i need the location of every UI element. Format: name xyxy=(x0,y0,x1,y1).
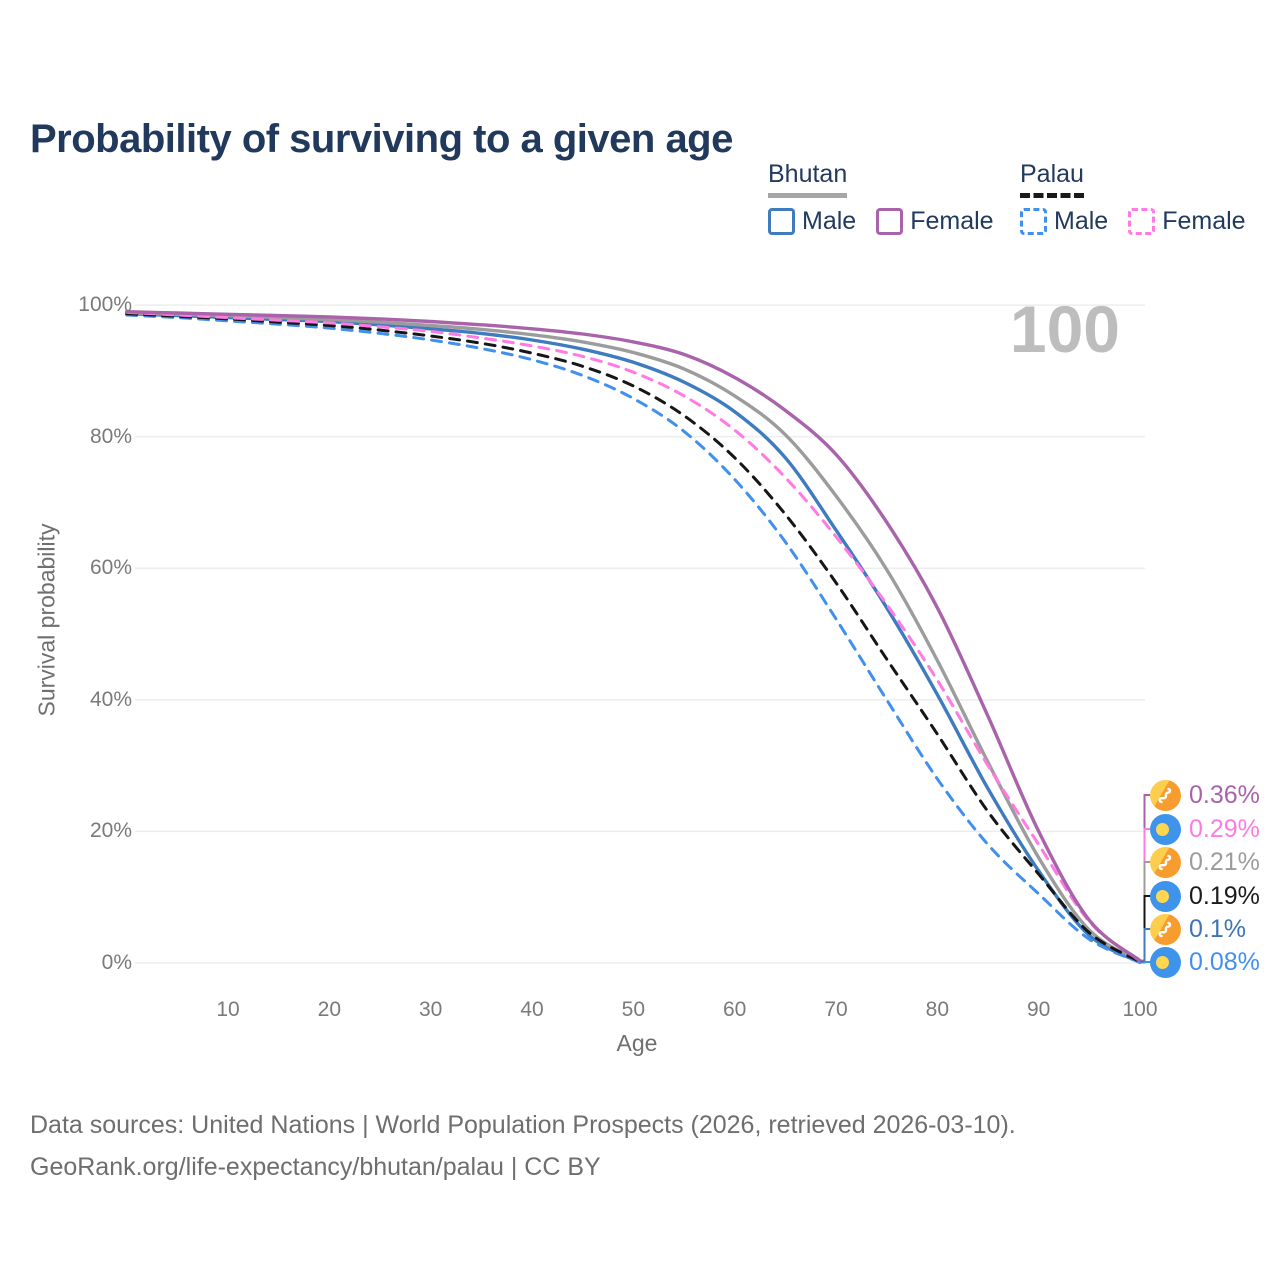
x-tick-90: 90 xyxy=(1026,998,1051,1021)
x-tick-50: 50 xyxy=(621,998,646,1021)
bhutan-flag-icon xyxy=(1150,913,1181,945)
x-tick-70: 70 xyxy=(824,998,848,1021)
end-label-row-bhutan-female: 0.36% xyxy=(1150,778,1260,812)
legend-label: Female xyxy=(910,207,994,235)
dragon-glyph xyxy=(1158,921,1172,937)
y-tick-20%: 20% xyxy=(89,819,132,843)
y-tick-40%: 40% xyxy=(89,687,132,711)
legend-items-bhutan: Male Female xyxy=(768,207,994,236)
end-label-row-bhutan-male: 0.1% xyxy=(1150,912,1246,946)
end-label-row-bhutan-all: 0.21% xyxy=(1150,845,1260,879)
survival-curve-palau-male[interactable] xyxy=(125,313,1142,964)
y-tick-100%: 100% xyxy=(78,293,132,317)
x-tick-40: 40 xyxy=(520,998,544,1021)
legend-swatch-bhutan-female xyxy=(876,208,904,235)
legend-label: Male xyxy=(1054,207,1109,235)
end-label-row-palau-male: 0.08% xyxy=(1150,945,1260,979)
legend-item-palau-male[interactable]: Male xyxy=(1020,207,1108,236)
end-label-value-palau-male: 0.08% xyxy=(1189,947,1260,976)
end-label-value-palau-female: 0.29% xyxy=(1189,814,1260,843)
y-tick-60%: 60% xyxy=(89,556,132,580)
legend-swatch-palau-male xyxy=(1020,208,1047,235)
page-title: Probability of surviving to a given age xyxy=(30,116,733,161)
end-label-leader-palau-male xyxy=(1140,961,1151,964)
legend-swatch-bhutan-male xyxy=(768,208,795,235)
legend-item-bhutan-female[interactable]: Female xyxy=(876,207,994,236)
legend-country-bhutan[interactable]: Bhutan xyxy=(768,160,848,198)
end-label-value-bhutan-all: 0.21% xyxy=(1189,847,1260,876)
y-tick-80%: 80% xyxy=(89,424,132,448)
legend-swatch-palau-female xyxy=(1128,208,1156,235)
legend-country-palau[interactable]: Palau xyxy=(1020,160,1084,198)
palau-flag-icon xyxy=(1150,946,1181,978)
survival-curve-bhutan-female[interactable] xyxy=(125,310,1142,963)
dragon-glyph xyxy=(1158,854,1172,870)
footer-attribution: GeoRank.org/life-expectancy/bhutan/palau… xyxy=(30,1153,601,1181)
legend-group-bhutan: Bhutan Male Female xyxy=(768,160,994,236)
end-label-value-palau-all: 0.19% xyxy=(1189,881,1260,910)
dragon-glyph xyxy=(1158,787,1172,803)
bhutan-flag-icon xyxy=(1150,779,1181,811)
palau-flag-icon xyxy=(1150,813,1181,845)
x-tick-100: 100 xyxy=(1122,998,1158,1021)
end-label-value-bhutan-male: 0.1% xyxy=(1189,914,1246,943)
x-tick-60: 60 xyxy=(722,998,747,1021)
survival-curve-palau-female[interactable] xyxy=(125,310,1142,963)
legend-label: Female xyxy=(1162,207,1246,235)
age-watermark: 100 xyxy=(1009,292,1120,366)
survival-curve-bhutan-all[interactable] xyxy=(125,311,1142,964)
footer-data-sources: Data sources: United Nations | World Pop… xyxy=(30,1111,1016,1139)
bhutan-flag-icon xyxy=(1150,846,1181,878)
legend-items-palau: Male Female xyxy=(1020,207,1246,236)
footer: Data sources: United Nations | World Pop… xyxy=(30,1104,1016,1188)
legend-label: Male xyxy=(802,207,857,235)
end-label-row-palau-female: 0.29% xyxy=(1150,812,1260,846)
legend-group-palau: Palau Male Female xyxy=(1020,160,1246,236)
palau-flag-icon xyxy=(1150,880,1181,912)
y-tick-0%: 0% xyxy=(101,951,132,974)
end-label-value-bhutan-female: 0.36% xyxy=(1189,780,1260,809)
x-tick-20: 20 xyxy=(317,998,342,1021)
survival-curve-palau-all[interactable] xyxy=(125,312,1142,964)
legend-item-bhutan-male[interactable]: Male xyxy=(768,207,856,236)
x-tick-80: 80 xyxy=(925,998,949,1021)
x-tick-30: 30 xyxy=(419,998,443,1021)
survival-curve-bhutan-male[interactable] xyxy=(125,312,1142,964)
end-label-row-palau-all: 0.19% xyxy=(1150,879,1260,913)
legend-item-palau-female[interactable]: Female xyxy=(1128,207,1246,236)
x-tick-10: 10 xyxy=(216,998,240,1021)
x-axis-title: Age xyxy=(616,1030,658,1056)
